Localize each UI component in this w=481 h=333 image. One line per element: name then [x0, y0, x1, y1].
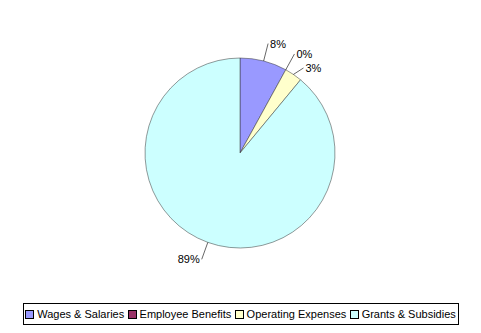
html-text:Wages & Salaries: Wages & Salaries [37, 308, 125, 320]
svg-text:8%: 8% [270, 38, 286, 50]
svg-text:89%: 89% [178, 253, 200, 265]
svg-text:3%: 3% [306, 62, 322, 74]
svg-text:0%: 0% [296, 48, 312, 60]
html-text:Grants & Subsidies: Grants & Subsidies [361, 308, 456, 320]
html-text:Employee Benefits: Employee Benefits [139, 308, 232, 320]
html-text:Operating Expenses: Operating Expenses [246, 308, 347, 320]
